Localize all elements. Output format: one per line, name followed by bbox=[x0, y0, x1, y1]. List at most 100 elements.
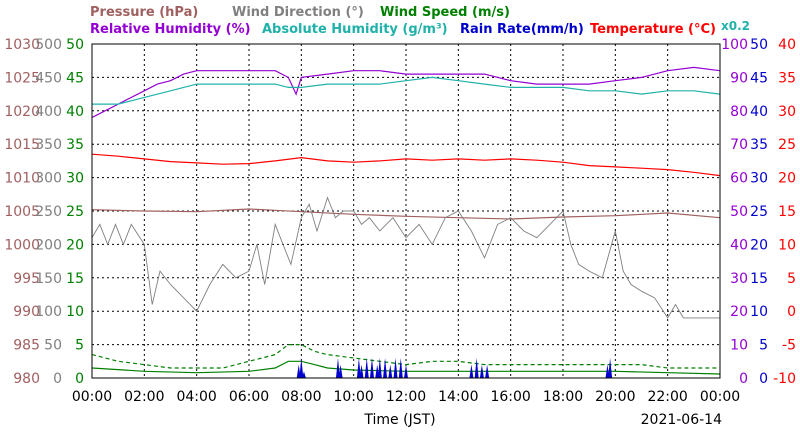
tick-wind-speed-3: 15 bbox=[66, 271, 84, 287]
tick-wind-direction-4: 200 bbox=[35, 237, 62, 253]
tick-humidity-7: 70 bbox=[730, 137, 748, 153]
tick-wind-direction-10: 500 bbox=[35, 37, 62, 53]
tick-pressure-1: 985 bbox=[13, 338, 40, 354]
tick-temperature-1: -5 bbox=[782, 338, 796, 354]
tick-humidity-5: 50 bbox=[730, 204, 748, 220]
rain-bar-14 bbox=[398, 357, 403, 378]
rain-bar-10 bbox=[377, 357, 382, 378]
tick-pressure-8: 1020 bbox=[4, 104, 40, 120]
tick-rain-rate-6: 30 bbox=[750, 171, 768, 187]
tick-rain-rate-5: 25 bbox=[750, 204, 768, 220]
tick-pressure-10: 1030 bbox=[4, 37, 40, 53]
tick-rain-rate-4: 20 bbox=[750, 237, 768, 253]
tick-wind-speed-4: 20 bbox=[66, 237, 84, 253]
tick-rain-rate-9: 45 bbox=[750, 70, 768, 86]
tick-wind-direction-2: 100 bbox=[35, 304, 62, 320]
tick-wind-speed-2: 10 bbox=[66, 304, 84, 320]
tick-rain-rate-8: 40 bbox=[750, 104, 768, 120]
tick-wind-speed-8: 40 bbox=[66, 104, 84, 120]
tick-pressure-6: 1010 bbox=[4, 171, 40, 187]
rain-bar-5 bbox=[356, 357, 361, 378]
rain-bar-2 bbox=[301, 371, 306, 378]
rain-bar-4 bbox=[338, 364, 343, 378]
series-wind-speed-max bbox=[91, 344, 720, 369]
tick-wind-direction-6: 300 bbox=[35, 171, 62, 187]
tick-humidity-9: 90 bbox=[730, 70, 748, 86]
rain-bar-16 bbox=[469, 364, 474, 378]
tick-humidity-4: 40 bbox=[730, 237, 748, 253]
tick-temperature-10: 40 bbox=[778, 37, 796, 53]
tick-pressure-0: 980 bbox=[13, 371, 40, 387]
tick-temperature-4: 10 bbox=[778, 237, 796, 253]
tick-x-4: 08:00 bbox=[281, 389, 321, 405]
tick-wind-speed-7: 35 bbox=[66, 137, 84, 153]
tick-x-6: 12:00 bbox=[386, 389, 426, 405]
tick-x-12: 00:00 bbox=[700, 389, 740, 405]
tick-wind-direction-1: 50 bbox=[44, 338, 62, 354]
tick-x-11: 22:00 bbox=[647, 389, 687, 405]
rain-bar-19 bbox=[485, 364, 490, 378]
tick-x-9: 18:00 bbox=[543, 389, 583, 405]
tick-temperature-2: 0 bbox=[787, 304, 796, 320]
rain-bar-1 bbox=[299, 357, 304, 378]
tick-humidity-1: 10 bbox=[730, 338, 748, 354]
tick-wind-speed-5: 25 bbox=[66, 204, 84, 220]
tick-humidity-3: 30 bbox=[730, 271, 748, 287]
tick-temperature-6: 20 bbox=[778, 171, 796, 187]
tick-wind-speed-10: 50 bbox=[66, 37, 84, 53]
series-absolute-humidity bbox=[92, 76, 721, 105]
series-wind-direction bbox=[91, 196, 720, 319]
tick-wind-speed-9: 45 bbox=[66, 70, 84, 86]
tick-temperature-3: 5 bbox=[787, 271, 796, 287]
legend-wind-direction: Wind Direction (°) bbox=[232, 5, 364, 20]
tick-rain-rate-2: 10 bbox=[750, 304, 768, 320]
legend-rain-rate: Rain Rate(mm/h) bbox=[460, 22, 584, 37]
tick-wind-direction-5: 250 bbox=[35, 204, 62, 220]
tick-rain-rate-7: 35 bbox=[750, 137, 768, 153]
legend-relative-humidity: Relative Humidity (%) bbox=[90, 22, 251, 37]
tick-pressure-4: 1000 bbox=[4, 237, 40, 253]
tick-temperature-9: 35 bbox=[778, 70, 796, 86]
tick-x-8: 16:00 bbox=[490, 389, 530, 405]
rain-bar-17 bbox=[474, 357, 479, 378]
tick-x-0: 00:00 bbox=[72, 389, 112, 405]
tick-humidity-8: 80 bbox=[730, 104, 748, 120]
legend-temperature: Temperature (°C) bbox=[590, 22, 716, 37]
legend-pressure: Pressure (hPa) bbox=[90, 5, 198, 20]
rain-bar-18 bbox=[479, 364, 484, 378]
series-layer bbox=[91, 66, 721, 378]
rain-bar-15 bbox=[404, 364, 408, 378]
tick-humidity-6: 60 bbox=[730, 171, 748, 187]
plot-frame bbox=[91, 43, 721, 379]
rain-bar-8 bbox=[369, 357, 374, 378]
tick-labels: 9809859909951000100510101015102010251030… bbox=[4, 37, 796, 405]
tick-x-2: 04:00 bbox=[176, 389, 216, 405]
tick-x-10: 20:00 bbox=[595, 389, 635, 405]
tick-wind-direction-3: 150 bbox=[35, 271, 62, 287]
abs-humidity-scale-note: x0.2 bbox=[721, 19, 750, 33]
tick-wind-speed-0: 0 bbox=[75, 371, 84, 387]
tick-wind-speed-6: 30 bbox=[66, 171, 84, 187]
tick-x-3: 06:00 bbox=[229, 389, 269, 405]
tick-pressure-5: 1005 bbox=[4, 204, 40, 220]
tick-wind-direction-9: 450 bbox=[35, 70, 62, 86]
tick-pressure-9: 1025 bbox=[4, 70, 40, 86]
legend-absolute-humidity: Absolute Humidity (g/m³) bbox=[262, 22, 448, 37]
tick-x-5: 10:00 bbox=[333, 389, 373, 405]
rain-bar-6 bbox=[359, 364, 364, 378]
rain-bar-3 bbox=[335, 357, 340, 378]
tick-x-1: 02:00 bbox=[124, 389, 164, 405]
legend-wind-speed: Wind Speed (m/s) bbox=[380, 5, 510, 20]
tick-humidity-10: 100 bbox=[721, 37, 748, 53]
rain-bar-21 bbox=[608, 357, 613, 378]
tick-temperature-8: 30 bbox=[778, 104, 796, 120]
rain-bar-12 bbox=[388, 364, 393, 378]
date-label: 2021-06-14 bbox=[641, 412, 722, 428]
tick-humidity-2: 20 bbox=[730, 304, 748, 320]
tick-wind-speed-1: 5 bbox=[75, 338, 84, 354]
tick-rain-rate-1: 5 bbox=[759, 338, 768, 354]
rain-bar-13 bbox=[393, 357, 398, 378]
x-axis-label: Time (JST) bbox=[363, 412, 435, 428]
tick-wind-direction-8: 400 bbox=[35, 104, 62, 120]
